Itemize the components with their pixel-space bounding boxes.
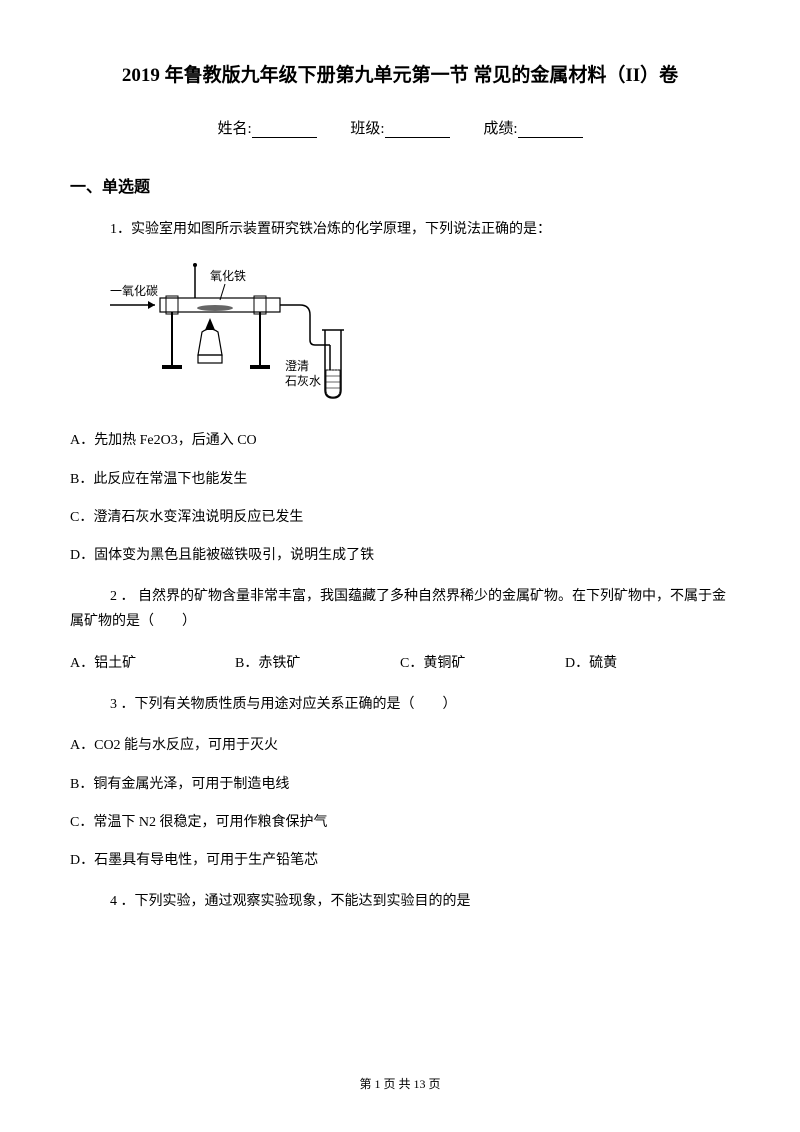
q1-diagram: 一氧化碳 氧化铁	[110, 260, 370, 410]
q2-option-c: C．黄铜矿	[400, 652, 565, 672]
q3-option-a: A．CO2 能与水反应，可用于灭火	[70, 735, 730, 757]
class-blank	[385, 122, 450, 138]
q1-option-c: C．澄清石灰水变浑浊说明反应已发生	[70, 507, 730, 529]
q1-lead: 1．实验室用如图所示装置研究铁冶炼的化学原理，下列说法正确的是：	[110, 217, 730, 242]
name-blank	[252, 122, 317, 138]
section-heading: 一、单选题	[70, 173, 730, 197]
lime-label-2: 石灰水	[285, 374, 321, 388]
q2-option-d: D．硫黄	[565, 652, 730, 672]
page-footer: 第 1 页 共 13 页	[0, 1075, 800, 1092]
name-label: 姓名:	[217, 121, 251, 137]
score-blank	[518, 122, 583, 138]
q3-option-d: D．石墨具有导电性，可用于生产铅笔芯	[70, 850, 730, 872]
q2-option-a: A．铝土矿	[70, 652, 235, 672]
q2-lead: 2 ． 自然界的矿物含量非常丰富，我国蕴藏了多种自然界稀少的金属矿物。在下列矿物…	[70, 584, 730, 634]
q1-option-d: D．固体变为黑色且能被磁铁吸引，说明生成了铁	[70, 545, 730, 567]
student-info-line: 姓名: 班级: 成绩:	[70, 117, 730, 138]
q4-lead: 4 ．下列实验，通过观察实验现象，不能达到实验目的的是	[110, 889, 730, 914]
fe2o3-label: 氧化铁	[210, 269, 246, 283]
co-label: 一氧化碳	[110, 284, 158, 298]
lime-label-1: 澄清	[285, 358, 309, 373]
page-title: 2019 年鲁教版九年级下册第九单元第一节 常见的金属材料（II）卷	[70, 60, 730, 87]
score-label: 成绩:	[483, 121, 517, 137]
q1-option-a: A．先加热 Fe2O3，后通入 CO	[70, 430, 730, 452]
q2-option-b: B．赤铁矿	[235, 652, 400, 672]
q2-options-row: A．铝土矿 B．赤铁矿 C．黄铜矿 D．硫黄	[70, 652, 730, 672]
class-label: 班级:	[350, 121, 384, 137]
q3-lead: 3 ．下列有关物质性质与用途对应关系正确的是（ ）	[110, 692, 730, 717]
q1-option-b: B．此反应在常温下也能发生	[70, 469, 730, 491]
q3-option-c: C．常温下 N2 很稳定，可用作粮食保护气	[70, 812, 730, 834]
q3-option-b: B．铜有金属光泽，可用于制造电线	[70, 774, 730, 796]
